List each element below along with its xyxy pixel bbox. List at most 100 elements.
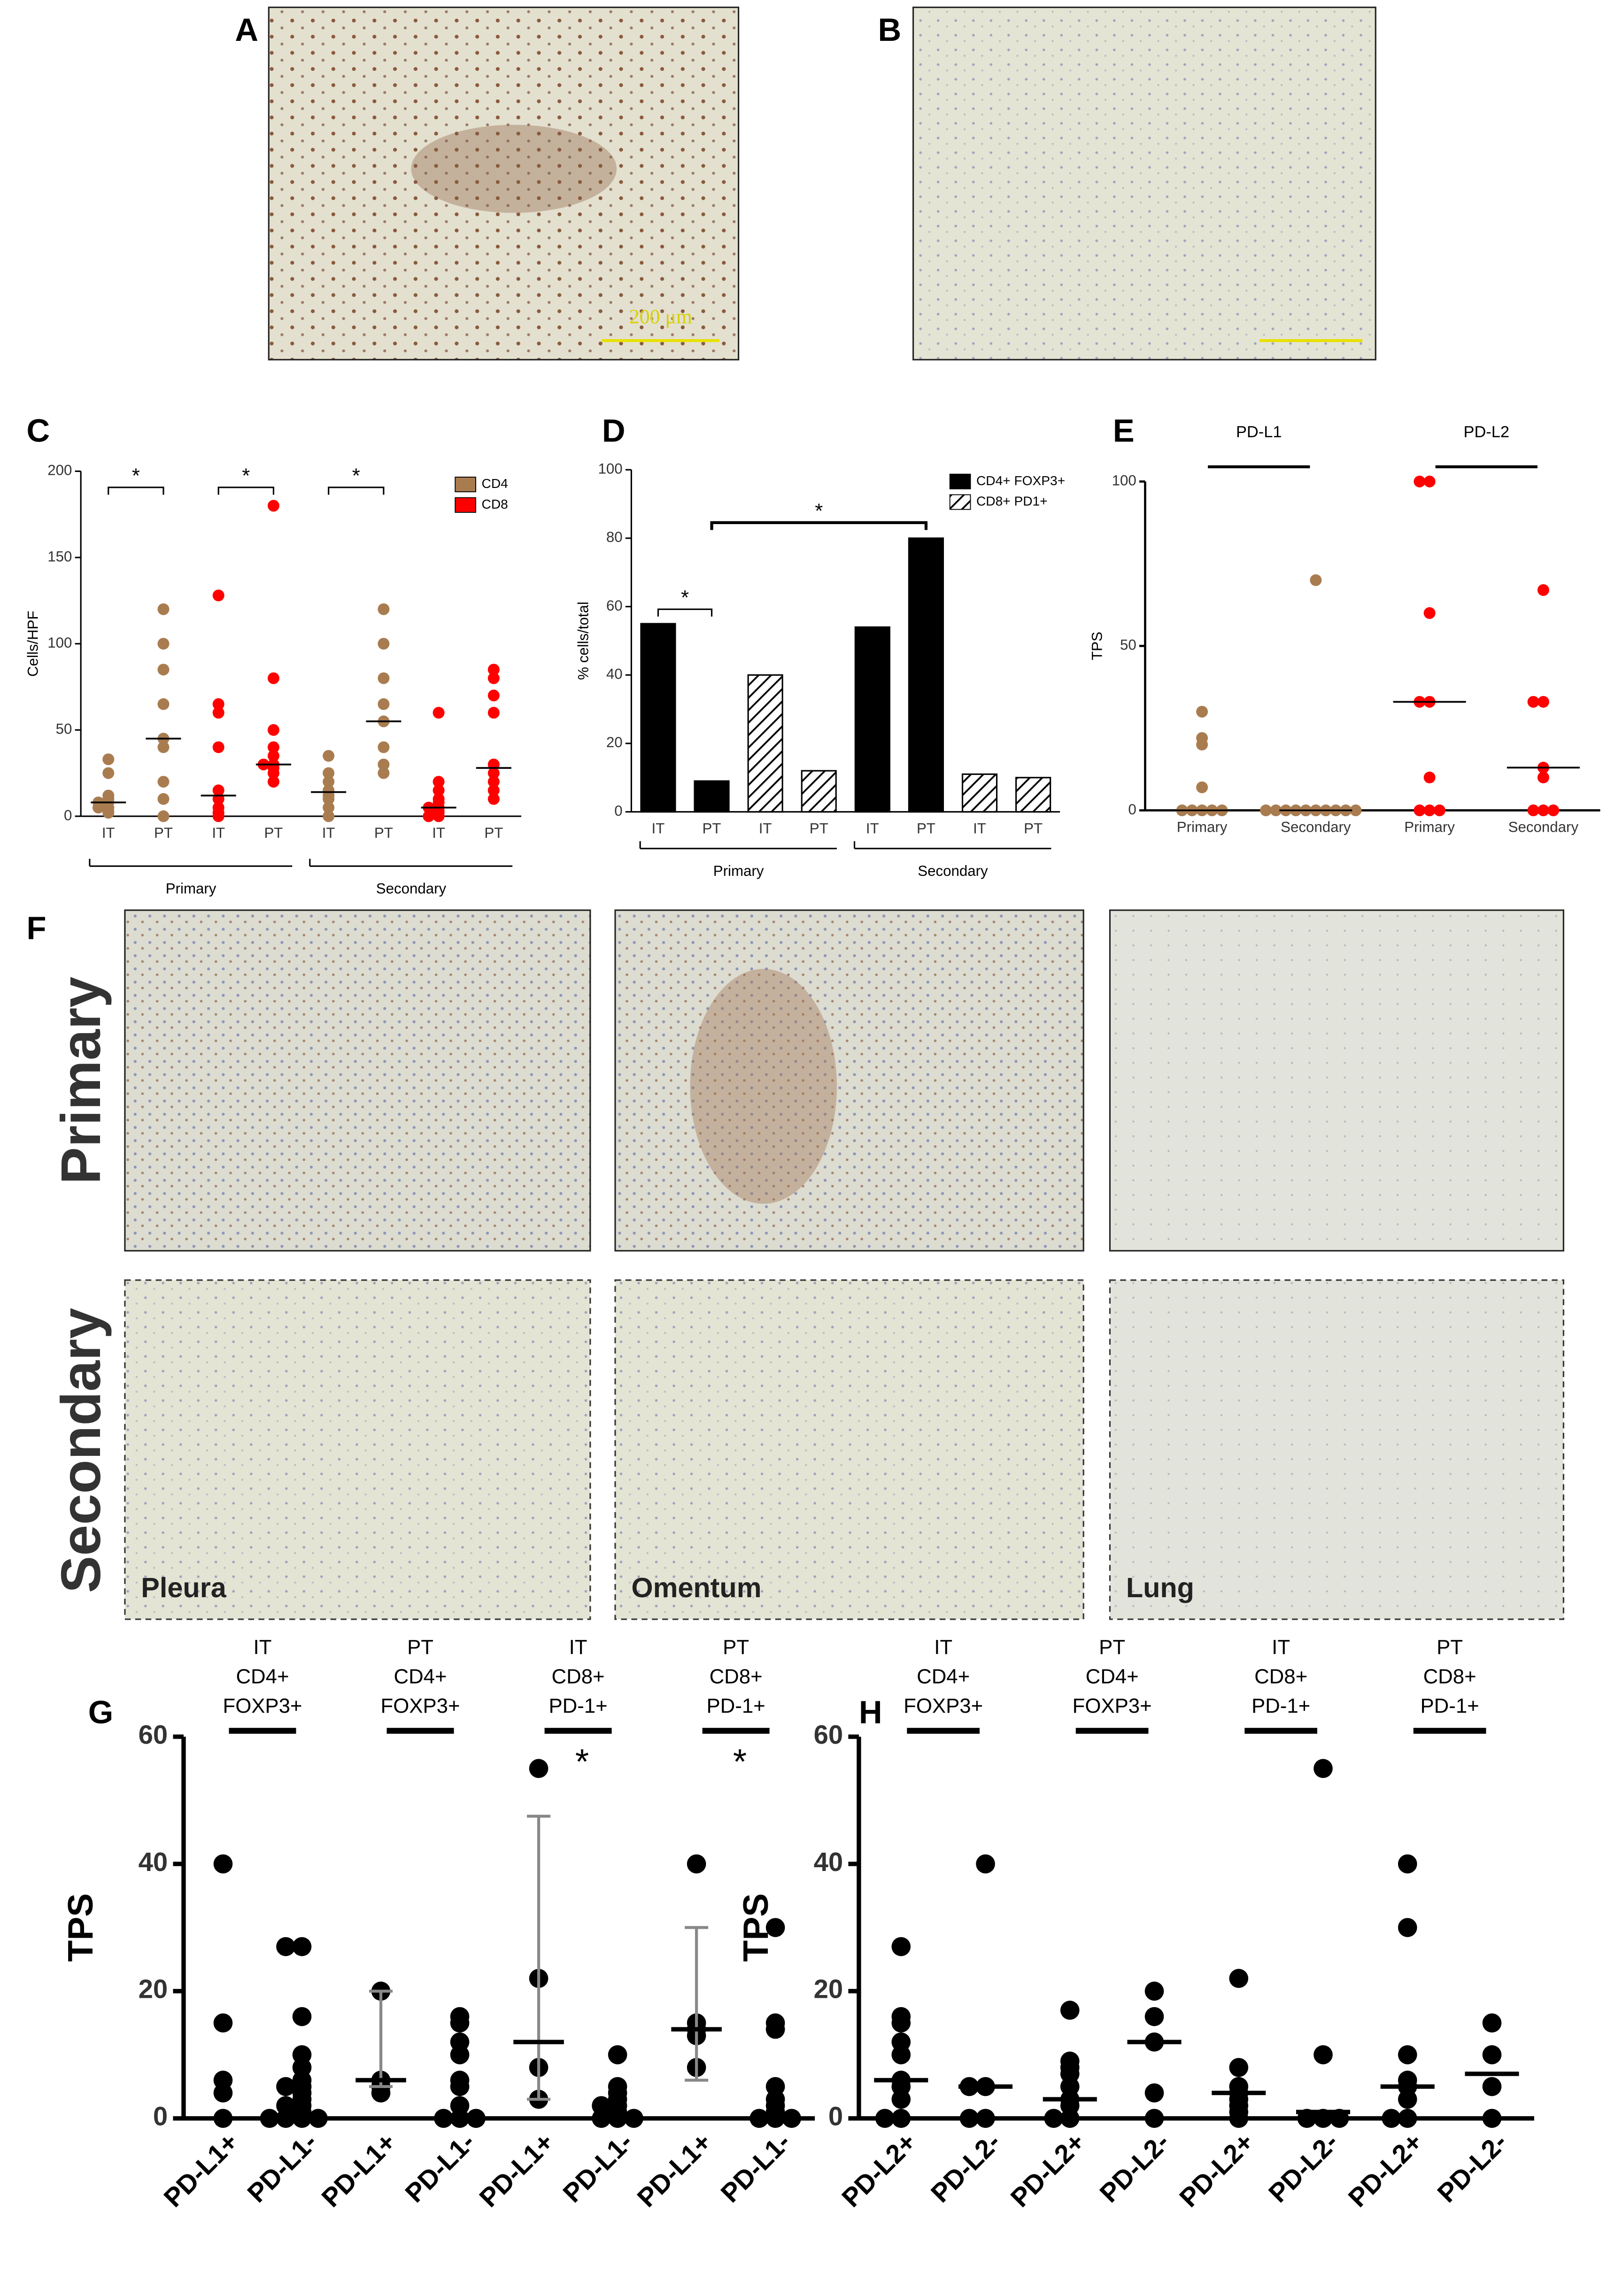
data-point (487, 689, 500, 702)
data-point (1537, 804, 1549, 817)
x-tick-label: PD-L2+ (1174, 2127, 1260, 2213)
y-axis-label: Cells/HPF (24, 611, 41, 677)
data-point (157, 664, 170, 676)
header-label: IT (254, 1636, 272, 1659)
y-tick-label: 60 (814, 1720, 843, 1749)
y-tick-label: 0 (828, 2102, 843, 2131)
y-tick-label: 150 (47, 548, 72, 564)
data-point (212, 698, 224, 710)
x-tick-label: IT (973, 820, 986, 836)
y-tick-label: 20 (814, 1974, 843, 2004)
data-point (434, 2109, 453, 2128)
data-point (378, 741, 390, 753)
data-point (487, 707, 500, 719)
data-point (891, 2109, 911, 2128)
x-tick-label: Primary (1177, 819, 1228, 835)
x-tick-label: IT (102, 825, 115, 841)
x-tick-label: Secondary (1508, 819, 1579, 835)
data-point (212, 707, 224, 719)
data-point (976, 2109, 995, 2128)
micrograph (1109, 909, 1564, 1252)
data-point (378, 672, 390, 684)
header-label: CD8+ (1423, 1665, 1476, 1688)
x-tick-label: PD-L1+ (158, 2127, 244, 2213)
x-tick-label: IT (652, 820, 665, 836)
data-point (102, 767, 115, 779)
data-point (1314, 1759, 1333, 1778)
x-tick-label: PT (703, 820, 721, 836)
data-point (371, 2083, 391, 2103)
micrograph (912, 7, 1376, 361)
data-point (213, 1854, 233, 1874)
data-point (959, 2109, 979, 2128)
data-point (1423, 804, 1436, 817)
data-point (976, 1854, 995, 1874)
data-point (1144, 2109, 1164, 2128)
data-point (1433, 804, 1445, 817)
data-point (487, 672, 500, 684)
data-point (433, 707, 445, 719)
data-point (267, 741, 279, 753)
header-label: CD4+ (917, 1665, 970, 1688)
y-tick-label: 100 (47, 634, 72, 651)
bar (854, 626, 890, 813)
data-point (323, 767, 335, 779)
data-point (1060, 2001, 1080, 2020)
data-point (267, 776, 279, 788)
panel-label: H (859, 1694, 882, 1730)
data-point (1350, 804, 1362, 817)
x-tick-label: PD-L1+ (473, 2127, 559, 2213)
legend-label: CD4 (482, 476, 508, 491)
significance-bracket (710, 521, 928, 530)
significance-bracket (217, 487, 274, 495)
x-tick-label: PT (374, 825, 393, 841)
panel-label: A (235, 12, 258, 48)
y-tick-label: 50 (56, 721, 72, 737)
x-tick-label: PD-L2- (1431, 2127, 1513, 2208)
row-label: Primary (50, 977, 112, 1184)
data-point (891, 2045, 911, 2064)
y-tick-label: 200 (47, 462, 72, 479)
data-point (1527, 804, 1539, 817)
y-axis-label: TPS (1089, 632, 1105, 660)
data-point (323, 776, 335, 788)
y-tick-label: 40 (606, 666, 623, 682)
data-point (891, 1937, 911, 1956)
data-point (213, 2109, 233, 2128)
data-point (1144, 2083, 1164, 2103)
row-label: Secondary (50, 1308, 112, 1593)
data-point (157, 698, 170, 710)
data-point (1423, 475, 1436, 487)
x-tick-label: PT (484, 825, 503, 841)
data-point (1482, 2013, 1502, 2033)
data-point (1060, 2109, 1080, 2128)
header-label: PT (723, 1636, 749, 1659)
header-label: IT (1272, 1636, 1290, 1659)
y-tick-label: 100 (598, 461, 622, 477)
header-label: FOXP3+ (904, 1694, 983, 1717)
y-axis-label: TPS (736, 1893, 775, 1962)
data-point (1423, 607, 1436, 619)
stain-region (411, 124, 617, 213)
data-point (1398, 2109, 1417, 2128)
panel-label: B (878, 12, 902, 48)
legend-label: CD4+ FOXP3+ (976, 473, 1065, 488)
header-label: PD-1+ (706, 1694, 765, 1717)
data-point (157, 741, 170, 753)
data-point (323, 750, 335, 762)
data-point (450, 2045, 470, 2064)
significance-star: * (132, 464, 140, 487)
data-point (157, 603, 170, 615)
data-point (1196, 705, 1208, 718)
significance-star: * (733, 1742, 747, 1781)
x-tick-label: PT (264, 825, 283, 841)
data-point (378, 767, 390, 779)
scale-label: 200 μm (629, 305, 692, 328)
micrograph (614, 1279, 1084, 1620)
data-point (450, 2077, 470, 2096)
significance-star: * (575, 1742, 589, 1781)
x-tick-label: PT (154, 825, 173, 841)
data-point (433, 784, 445, 796)
data-point (292, 2109, 312, 2128)
data-point (1382, 2109, 1401, 2128)
